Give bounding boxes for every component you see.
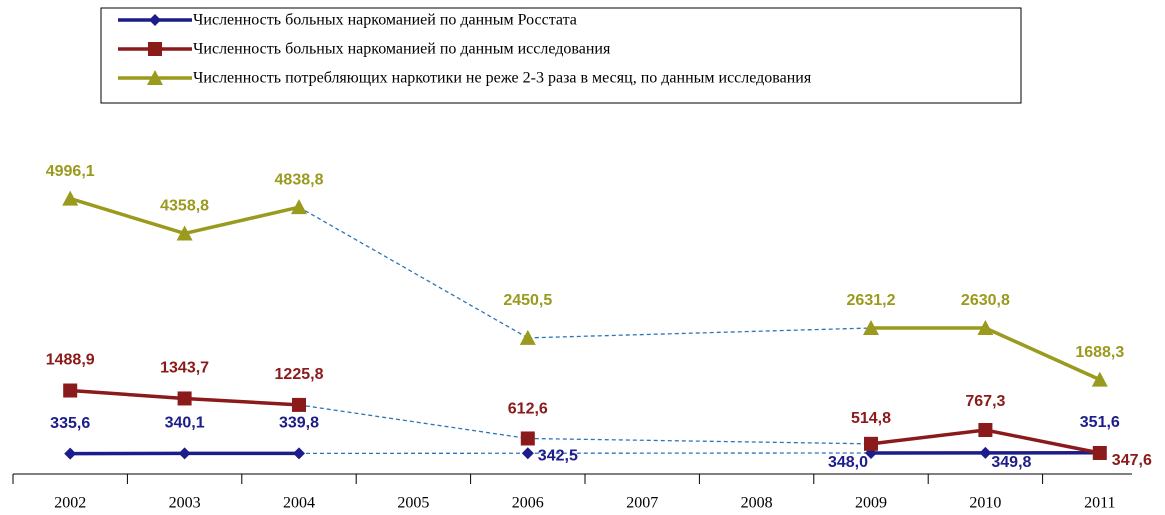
data-label: 2450,5 [503,292,552,309]
marker [979,446,992,459]
data-label: 514,8 [851,410,891,427]
data-label: 4358,8 [160,198,209,215]
data-label: 2630,8 [961,292,1010,309]
marker [176,225,193,241]
data-label: 339,8 [279,415,319,432]
data-label: 1488,9 [46,352,95,369]
x-tick-label: 2011 [1084,495,1115,512]
data-label: 2631,2 [847,292,896,309]
x-tick-label: 2003 [169,495,201,512]
marker [292,397,306,412]
gap-connector [298,206,529,339]
data-label: 349,8 [991,454,1031,471]
marker [864,436,878,451]
data-label: 767,3 [965,393,1005,410]
gap-connector [298,404,528,440]
marker [177,391,192,406]
marker [977,320,994,336]
x-tick-label: 2010 [969,495,1001,512]
marker [291,199,307,215]
data-label: 4996,1 [46,163,95,180]
marker [1091,371,1108,387]
series-line [870,326,1101,382]
x-tick-label: 2007 [626,495,658,512]
legend-label: Численность больных наркоманией по данны… [193,12,577,29]
data-label: 348,0 [828,454,868,471]
legend-label: Численность потребляющих наркотики не ре… [193,70,812,87]
x-tick-label: 2002 [54,495,86,512]
data-label: 1343,7 [160,360,209,377]
data-label: 612,6 [508,401,548,418]
marker [521,447,534,460]
data-label: 342,5 [538,447,578,464]
legend-box [100,7,1022,104]
x-tick-label: 2008 [741,495,773,512]
marker [62,190,79,206]
marker [978,423,993,438]
marker [1092,445,1107,460]
legend-marker [148,42,162,56]
gap-connector [527,437,872,445]
marker [293,447,305,460]
legend-label: Численность больных наркоманией по данны… [193,41,611,58]
marker [178,447,191,460]
data-label: 335,6 [50,415,90,432]
data-label: 4838,8 [275,171,324,188]
legend-marker [147,70,163,85]
x-tick-label: 2006 [512,495,544,512]
marker [863,320,879,336]
marker [520,431,535,446]
data-label: 347,6 [1112,452,1152,469]
marker [63,383,78,398]
marker [64,447,77,460]
data-label: 1225,8 [275,366,324,383]
x-tick-label: 2009 [855,495,887,512]
marker [519,329,536,345]
data-label: 340,1 [165,415,205,432]
legend-marker [149,14,161,26]
x-tick-label: 2004 [283,495,315,512]
x-tick-label: 2005 [397,495,429,512]
data-label: 1688,3 [1075,344,1124,361]
data-label: 351,6 [1080,414,1120,431]
gap-connector [527,327,872,339]
